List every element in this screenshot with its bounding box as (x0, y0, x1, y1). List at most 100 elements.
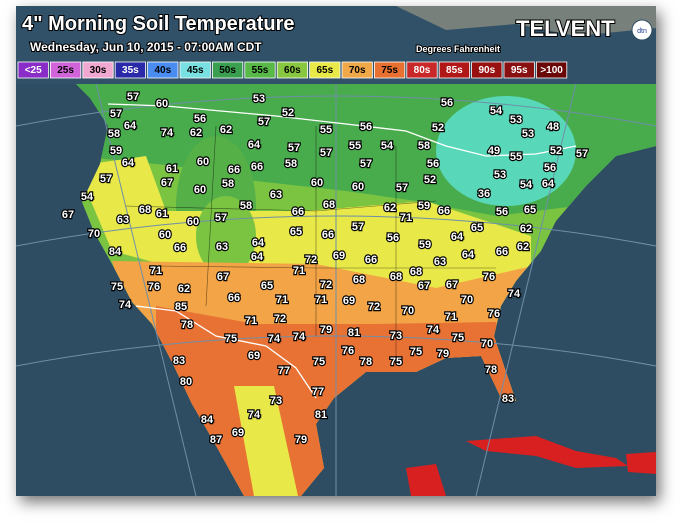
station-value: 78 (485, 364, 497, 376)
station-value: 52 (432, 122, 444, 134)
zone-45s (436, 96, 576, 206)
legend-label: 75s (381, 65, 398, 76)
station-value: 54 (520, 179, 533, 191)
station-value: 57 (127, 91, 139, 103)
station-value: 57 (288, 142, 300, 154)
station-value: 73 (270, 395, 282, 407)
station-value: 79 (437, 348, 449, 360)
station-value: 74 (161, 127, 174, 139)
station-value: 53 (494, 169, 506, 181)
legend-label: 30s (90, 65, 107, 76)
station-value: 76 (488, 308, 500, 320)
station-value: 75 (225, 333, 237, 345)
station-value: 55 (510, 151, 522, 163)
station-value: 70 (88, 228, 100, 240)
station-value: 57 (396, 182, 408, 194)
legend-label: 80s (414, 65, 431, 76)
station-value: 76 (342, 345, 354, 357)
station-value: 64 (542, 178, 555, 190)
station-value: 67 (217, 271, 229, 283)
station-value: 58 (418, 140, 430, 152)
station-value: 57 (320, 147, 332, 159)
station-value: 66 (228, 164, 240, 176)
legend-label: 50s (219, 65, 236, 76)
legend-label: 85s (446, 65, 463, 76)
station-value: 74 (119, 299, 132, 311)
station-value: 74 (248, 409, 261, 421)
station-value: 61 (166, 163, 178, 175)
legend-swatch (244, 61, 276, 79)
station-value: 65 (471, 222, 483, 234)
station-value: 68 (139, 204, 151, 216)
station-value: 74 (427, 324, 440, 336)
legend-swatch (17, 61, 49, 79)
station-value: 55 (349, 140, 361, 152)
legend-swatch (50, 61, 82, 79)
station-value: 63 (216, 241, 228, 253)
station-value: 62 (178, 283, 190, 295)
state-line (205, 125, 217, 307)
station-value: 87 (210, 434, 222, 446)
station-value: 56 (496, 206, 508, 218)
station-value: 66 (174, 242, 186, 254)
station-value: 60 (156, 98, 168, 110)
legend-label: <25 (25, 65, 42, 76)
station-value: 64 (124, 120, 137, 132)
station-value: 64 (462, 249, 475, 261)
station-value: 64 (251, 251, 264, 263)
station-value: 56 (427, 158, 439, 170)
station-value: 64 (122, 157, 135, 169)
station-value: 56 (194, 113, 206, 125)
legend-label: 45s (187, 65, 204, 76)
station-value: 61 (156, 208, 168, 220)
cuba (466, 436, 628, 468)
station-value: 56 (360, 121, 372, 133)
station-value: 58 (285, 158, 297, 170)
station-value: 78 (181, 319, 193, 331)
station-value: 69 (248, 350, 260, 362)
station-value: 59 (418, 200, 430, 212)
legend-label: 35s (122, 65, 139, 76)
legend-swatch (503, 61, 535, 79)
legend-swatch (82, 61, 114, 79)
title: 4" Morning Soil Temperature (22, 13, 294, 35)
station-value: 63 (117, 214, 129, 226)
legend-swatch (373, 61, 406, 79)
legend-swatch (536, 61, 568, 79)
station-value: 60 (352, 181, 364, 193)
legend: <25 25s 30s 35s 40s 45s 50s 55s 60s 65s 70s 75s 80s 8… (17, 61, 568, 79)
station-value: 72 (274, 313, 286, 325)
mexico-border (135, 305, 317, 399)
station-value: 57 (110, 108, 122, 120)
brand: TELVENT (516, 16, 615, 41)
subtitle: Wednesday, Jun 10, 2015 - 07:00AM CDT (30, 40, 262, 54)
legend-label: 40s (154, 65, 171, 76)
legend-swatch (471, 61, 503, 79)
zone-65s (76, 156, 531, 296)
station-value: 70 (461, 294, 473, 306)
station-value: 71 (293, 265, 305, 277)
station-value: 65 (524, 204, 536, 216)
station-value: 36 (478, 188, 490, 200)
legend-label: 90s (478, 65, 495, 76)
station-value: 60 (187, 216, 199, 228)
station-value: 83 (173, 355, 185, 367)
station-value: 70 (481, 338, 493, 350)
station-value: 57 (215, 212, 227, 224)
state-lines (125, 125, 496, 366)
graticule-line (95, 83, 197, 496)
station-value: 74 (268, 333, 281, 345)
station-value: 52 (424, 174, 436, 186)
legend-swatch (276, 61, 309, 79)
legend-swatch (147, 61, 179, 79)
station-value: 83 (502, 393, 514, 405)
legend-label: >100 (540, 65, 563, 76)
legend-label: 70s (349, 65, 366, 76)
station-value: 59 (419, 239, 431, 251)
station-value: 71 (276, 294, 288, 306)
station-value: 62 (520, 223, 532, 235)
station-value: 55 (320, 124, 332, 136)
station-value: 69 (343, 295, 355, 307)
station-value: 80 (180, 376, 192, 388)
